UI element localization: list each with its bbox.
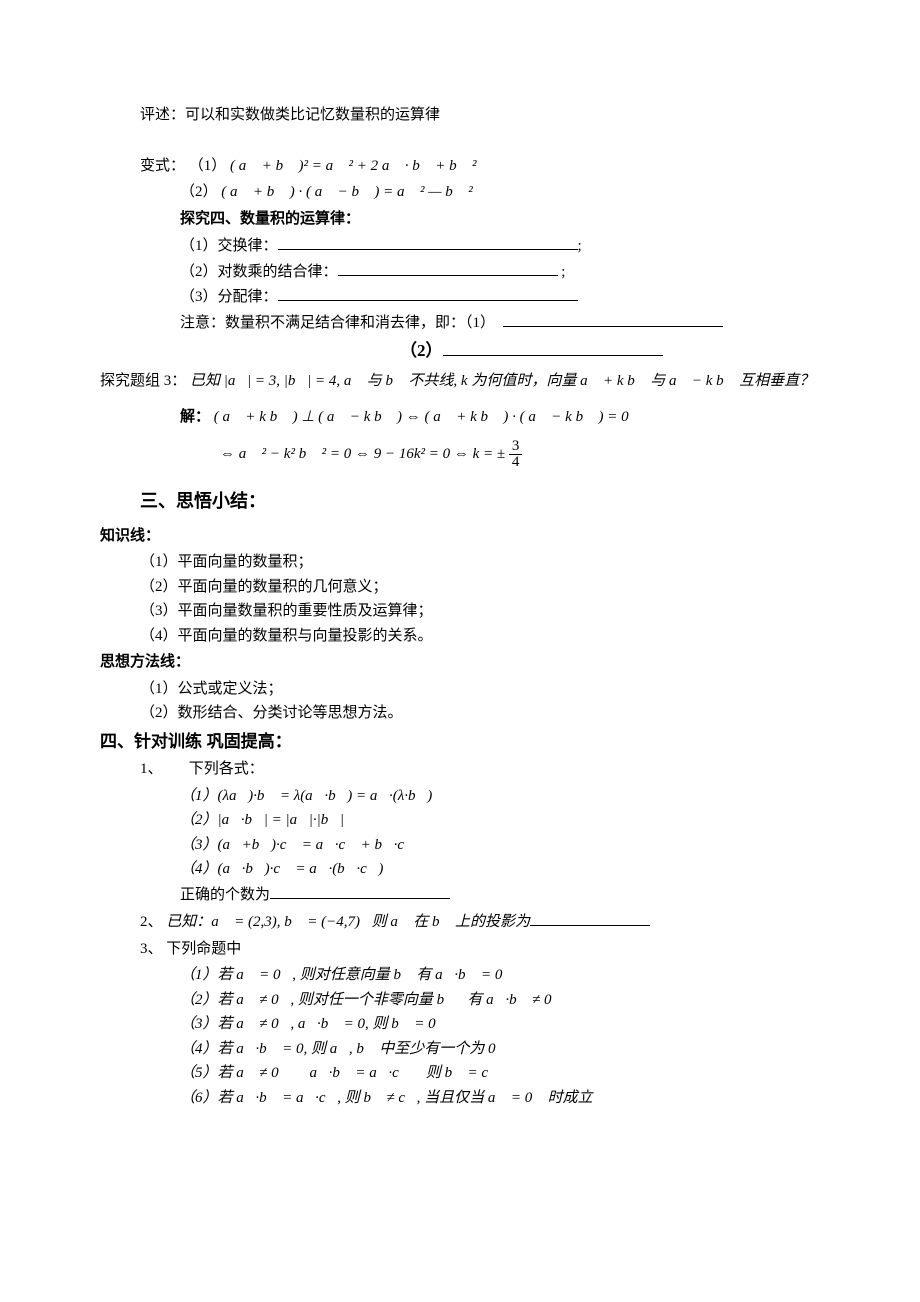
variant-item1-label: （1） — [189, 158, 227, 174]
q1-tail-line: 正确的个数为 — [180, 883, 840, 907]
q3-5: （5）若 a⃗ ≠ 0⃗ ， a⃗·b⃗ = a⃗·c⃗ ，则 b⃗ = c⃗ — [180, 1062, 840, 1085]
explore4-row1-label: （1）交换律： — [180, 238, 278, 254]
explore4-note-prefix: 注意：数量积不满足结合律和消去律，即：（1） — [180, 315, 495, 331]
frac-den: 4 — [509, 455, 523, 470]
q1-header: 1、 下列各式： — [140, 758, 840, 781]
variant-row2: （2） ( a⃗ + b⃗ ) · ( a⃗ − b⃗ ) = a⃗ ² — b… — [180, 181, 840, 204]
variant-item2-label: （2） — [180, 184, 218, 200]
frac-num: 3 — [509, 439, 523, 455]
explore4-row1: （1）交换律：; — [180, 234, 840, 258]
section3-m2: （2）数形结合、分类讨论等思想方法。 — [140, 702, 840, 725]
explore-q3-prefix: 探究题组 3： — [100, 373, 186, 389]
review-text: 评述：可以和实数做类比记忆数量积的运算律 — [140, 104, 840, 127]
solution-line1: 解： ( a⃗ + k b⃗ ) ⊥ ( a⃗ − k b⃗ ) ⇔ ( a⃗ … — [180, 406, 840, 429]
fraction-3-4: 34 — [509, 439, 523, 470]
q3-3: （3）若 a⃗ ≠ 0⃗, a⃗·b⃗ = 0, 则 b⃗ = 0 — [180, 1013, 840, 1036]
q3-4: （4）若 a⃗·b⃗ = 0, 则 a⃗, b⃗ 中至少有一个为 0⃗ — [180, 1038, 840, 1061]
blank-field[interactable] — [530, 910, 650, 926]
q3-1: （1）若 a⃗ = 0⃗, 则对任意向量 b⃗ 有 a⃗·b⃗ = 0 — [180, 964, 840, 987]
variant-item1-formula: ( a⃗ + b⃗ )² = a⃗ ² + 2 a⃗ · b⃗ + b⃗ ² — [230, 158, 476, 174]
explore4-title: 探究四、数量积的运算律： — [180, 208, 840, 231]
explore4-row3-label: （3）分配律： — [180, 289, 278, 305]
solution-formula1: ( a⃗ + k b⃗ ) ⊥ ( a⃗ − k b⃗ ) ⇔ ( a⃗ + k… — [214, 409, 629, 425]
q3-num: 3、 — [140, 941, 163, 957]
q2-num: 2、 — [140, 914, 163, 930]
blank-field[interactable] — [338, 260, 558, 276]
explore-q3-body: 已知 |a⃗| = 3, |b⃗| = 4, a⃗ 与 b⃗ 不共线, k 为何… — [190, 373, 814, 389]
section3-h1: 知识线： — [100, 525, 840, 548]
section3-title: 三、思悟小结： — [140, 488, 840, 515]
explore-q3-line: 探究题组 3： 已知 |a⃗| = 3, |b⃗| = 4, a⃗ 与 b⃗ 不… — [100, 370, 840, 393]
section3-k4: （4）平面向量的数量积与向量投影的关系。 — [140, 625, 840, 648]
q1-3: （3）(a⃗+b⃗)·c⃗ = a⃗·c⃗ + b⃗·c⃗ — [180, 834, 840, 857]
solution-formula2: ⇔ a⃗ ² − k² b⃗ ² = 0 ⇔ 9 − 16k² = 0 ⇔ k … — [220, 445, 505, 461]
explore4-row3: （3）分配律： — [180, 285, 840, 309]
solution-line2: ⇔ a⃗ ² − k² b⃗ ² = 0 ⇔ 9 − 16k² = 0 ⇔ k … — [220, 439, 840, 470]
section4-title: 四、针对训练 巩固提高： — [100, 729, 840, 755]
explore4-row2-label: （2）对数乘的结合律： — [180, 264, 338, 280]
q2-line: 2、 已知：a⃗ = (2,3), b⃗ = (−4,7)，则 a⃗ 在 b⃗ … — [140, 910, 840, 934]
section3-h2: 思想方法线： — [100, 651, 840, 674]
section3-m1: （1）公式或定义法； — [140, 678, 840, 701]
explore4-row2: （2）对数乘的结合律： ; — [180, 260, 840, 284]
explore4-note2: （2） — [400, 338, 840, 364]
explore4-note1: 注意：数量积不满足结合律和消去律，即：（1） — [180, 311, 840, 335]
blank-field[interactable] — [278, 234, 578, 250]
blank-field[interactable] — [278, 285, 578, 301]
q1-intro: 下列各式： — [189, 761, 264, 777]
blank-field[interactable] — [443, 338, 663, 356]
q3-header: 3、 下列命题中 — [140, 938, 840, 961]
q3-6: （6）若 a⃗·b⃗ = a⃗·c⃗, 则 b⃗ ≠ c⃗, 当且仅当 a⃗ =… — [180, 1087, 840, 1110]
section3-k3: （3）平面向量数量积的重要性质及运算律； — [140, 600, 840, 623]
q1-4: （4）(a⃗·b⃗)·c⃗ = a⃗·(b⃗·c⃗) — [180, 858, 840, 881]
section3-k1: （1）平面向量的数量积； — [140, 551, 840, 574]
q3-2: （2）若 a⃗ ≠ 0⃗, 则对任一个非零向量 b⃗，有 a⃗·b⃗ ≠ 0 — [180, 989, 840, 1012]
blank-field[interactable] — [503, 311, 723, 327]
q2-body: 已知：a⃗ = (2,3), b⃗ = (−4,7)，则 a⃗ 在 b⃗ 上的投… — [166, 914, 530, 930]
section3-k2: （2）平面向量的数量积的几何意义； — [140, 576, 840, 599]
q1-tail: 正确的个数为 — [180, 887, 270, 903]
q1-1: （1）(λa⃗)·b⃗ = λ(a⃗·b⃗) = a⃗·(λ·b⃗) — [180, 785, 840, 808]
q1-2: （2）|a⃗·b⃗| = |a⃗|·|b⃗| — [180, 809, 840, 832]
explore4-note2-label: （2） — [400, 341, 443, 360]
q3-intro: 下列命题中 — [166, 941, 241, 957]
solution-label: 解： — [180, 408, 210, 425]
variant-item2-formula: ( a⃗ + b⃗ ) · ( a⃗ − b⃗ ) = a⃗ ² — b⃗ ² — [221, 184, 472, 200]
variant-row1: 变式： （1） ( a⃗ + b⃗ )² = a⃗ ² + 2 a⃗ · b⃗ … — [140, 155, 840, 178]
blank-field[interactable] — [270, 883, 450, 899]
q1-num: 1、 — [140, 761, 163, 777]
variant-prefix: 变式： — [140, 158, 185, 174]
